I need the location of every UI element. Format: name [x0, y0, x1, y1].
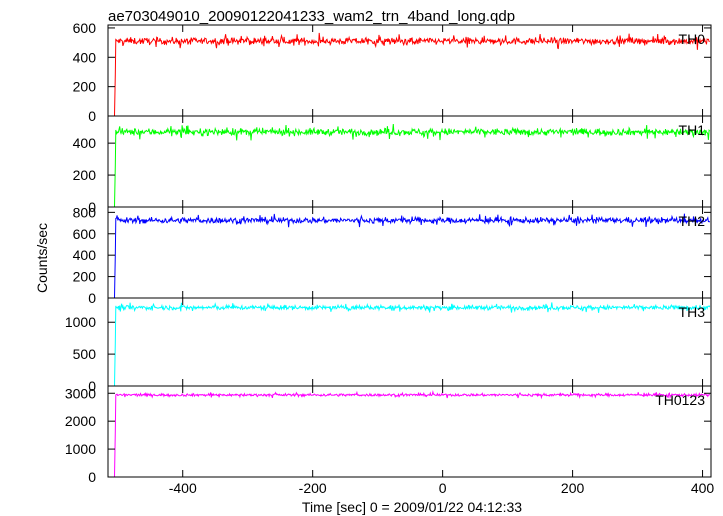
panel-frame — [107, 385, 712, 478]
y-tick-label: 600 — [73, 20, 97, 36]
y-tick-label: 400 — [73, 49, 97, 65]
y-tick-label: 0 — [88, 108, 96, 124]
y-tick-label: 2000 — [65, 413, 96, 429]
y-tick-label: 400 — [73, 135, 97, 151]
chart-title: ae703049010_20090122041233_wam2_trn_4ban… — [108, 8, 515, 25]
series-name-th0: TH0 — [679, 31, 706, 47]
panel-th0123: 0 1000 2000 3000 TH0123 — [65, 385, 712, 485]
y-tick-label: 0 — [88, 290, 96, 306]
y-tick-label: 500 — [73, 346, 97, 362]
y-axis-label: Counts/sec — [34, 223, 50, 293]
panel-th0: 0 200 400 600 TH0 — [73, 20, 712, 124]
series-line-th1 — [113, 123, 711, 208]
y-tick-label: 200 — [73, 79, 97, 95]
series-name-th0123: TH0123 — [655, 392, 705, 408]
series-line-th3 — [113, 302, 711, 387]
y-tick-label: 0 — [88, 199, 96, 215]
y-tick-label: 600 — [73, 226, 97, 242]
series-name-th1: TH1 — [679, 122, 706, 138]
y-tick-label: 1000 — [65, 314, 96, 330]
x-tick-label: 0 — [439, 480, 447, 496]
series-line-th0 — [113, 32, 710, 117]
y-tick-label: 200 — [73, 269, 97, 285]
series-name-th2: TH2 — [679, 213, 706, 229]
x-axis-label: Time [sec] 0 = 2009/01/22 04:12:33 — [302, 499, 522, 515]
panel-th1: 0 200 400 TH1 — [73, 115, 712, 215]
y-tick-label: 800 — [73, 204, 97, 220]
y-tick-label: 0 — [88, 378, 96, 394]
panel-th3: 0 500 1000 TH3 — [65, 297, 712, 394]
y-tick-label: 3000 — [65, 385, 96, 401]
x-tick-label: -200 — [299, 480, 327, 496]
y-tick-label: 400 — [73, 247, 97, 263]
x-tick-label: 400 — [691, 480, 715, 496]
y-tick-label: 200 — [73, 167, 97, 183]
series-line-th2 — [113, 213, 711, 299]
series-line-th0123 — [113, 390, 711, 478]
y-tick-label: 1000 — [65, 441, 96, 457]
x-tick-label: -400 — [169, 480, 197, 496]
panel-frame — [107, 297, 712, 387]
x-tick-label: 200 — [561, 480, 585, 496]
panel-th2: 0 200 400 600 800 TH2 — [73, 204, 712, 306]
series-name-th3: TH3 — [679, 304, 706, 320]
y-tick-label: 0 — [88, 469, 96, 485]
panel-frame — [107, 115, 712, 208]
panels-group: 0200400600TH00200400TH10200400600800TH20… — [65, 20, 715, 496]
